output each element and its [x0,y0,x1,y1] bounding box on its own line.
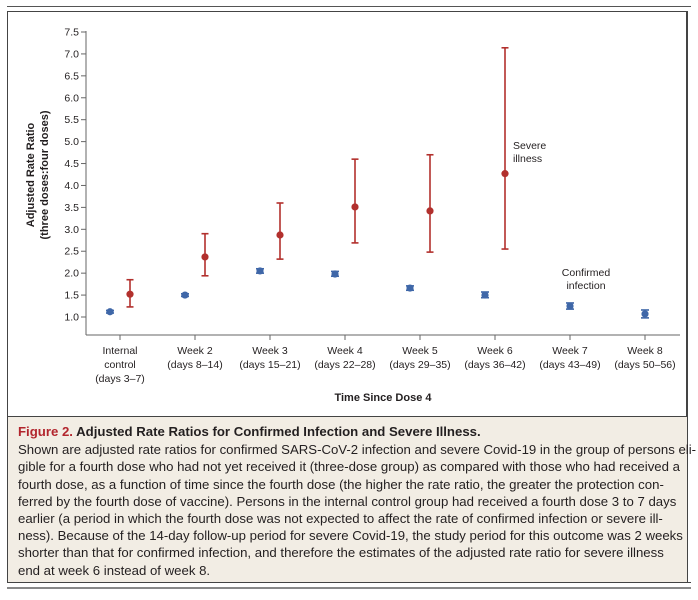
caption-line: earlier (a period in which the fourth do… [18,511,663,527]
x-tick-label: Week 5 [402,345,438,357]
annotation-severe-illness-line2: illness [513,153,542,165]
y-axis: 1.0 1.5 2.0 2.5 3.0 3.5 4.0 4.5 5.0 5.5 6.0 6.5 7.0 7… [64,27,87,335]
caption-line: gible for a fourth dose who had not yet … [18,459,680,475]
data-point [481,291,489,299]
y-tick-label: 5.0 [64,136,79,148]
x-tick-label: Internal [102,345,137,357]
caption-title: Adjusted Rate Ratios for Confirmed Infec… [76,424,481,439]
annotation-confirmed-infection-line1: Confirmed [562,267,611,279]
y-tick-label: 4.0 [64,180,79,192]
caption-line: fourth dose, as a function of time since… [18,476,664,492]
bottom-rule [7,587,691,589]
caption-title-row: Figure 2. Adjusted Rate Ratios for Confi… [18,423,677,440]
x-tick-label: Week 4 [327,345,363,357]
x-tick-label: (days 50–56) [614,359,675,371]
data-point [106,308,114,316]
x-tick-label: (days 15–21) [239,359,300,371]
data-point [276,231,284,239]
x-tick-label: control [104,359,136,371]
x-tick-label: (days 3–7) [95,373,145,385]
x-tick-label: Week 7 [552,345,588,357]
x-tick-label: (days 43–49) [539,359,600,371]
caption-body: Shown are adjusted rate ratios for confi… [18,441,697,579]
y-tick-label: 6.0 [64,92,79,104]
x-axis: Internal control (days 3–7) Week 2 (days 8–1… [86,334,680,385]
series-severe-illness [126,46,509,308]
x-tick-label: Week 3 [252,345,288,357]
chart-marks [106,46,649,319]
caption-line: ferred by the fourth dose of vaccine). P… [18,493,677,509]
data-point [501,170,509,178]
data-point [406,284,414,292]
figure-label: Figure 2. [18,424,73,439]
annotation-severe-illness-line1: Severe [513,140,546,152]
series-confirmed-infection [106,267,649,319]
x-tick-label: Week 8 [627,345,663,357]
figure-caption: Figure 2. Adjusted Rate Ratios for Confi… [8,416,697,582]
y-tick-label: 1.5 [64,290,79,302]
y-axis-title-line1: Adjusted Rate Ratio [25,122,37,227]
y-tick-label: 1.0 [64,312,79,324]
annotation-confirmed-infection-line2: infection [566,280,605,292]
y-tick-label: 5.5 [64,114,79,126]
top-rule [7,6,691,7]
caption-bottom-border [7,582,691,583]
x-tick-label: (days 36–42) [464,359,525,371]
data-point [256,267,264,275]
y-tick-label: 6.5 [64,70,79,82]
caption-line: shorter than that for confirmed infectio… [18,545,664,561]
x-axis-title: Time Since Dose 4 [334,392,432,404]
data-point [426,207,434,215]
data-point [351,203,359,211]
caption-line: ness). Because of the 14-day follow-up p… [18,528,683,544]
x-tick-label: Week 2 [177,345,213,357]
data-point [201,253,209,261]
x-tick-label: (days 8–14) [167,359,222,371]
y-axis-title-line2: (three doses:four doses) [39,110,51,239]
x-tick-label: (days 22–28) [314,359,375,371]
data-point [126,290,134,298]
x-tick-label: (days 29–35) [389,359,450,371]
data-point [641,310,649,318]
caption-line: Shown are adjusted rate ratios for confi… [18,442,697,458]
data-point [181,291,189,299]
y-tick-label: 3.0 [64,224,79,236]
rate-ratio-chart: 1.0 1.5 2.0 2.5 3.0 3.5 4.0 4.5 5.0 5.5 6.0 6.5 7.0 7… [25,27,680,404]
y-tick-label: 2.0 [64,268,79,280]
x-tick-label: Week 6 [477,345,513,357]
data-point [566,302,574,310]
data-point [331,270,339,278]
y-tick-label: 7.0 [64,48,79,60]
caption-line: end at week 6 instead of week 8. [18,562,211,578]
y-tick-label: 4.5 [64,158,79,170]
y-tick-label: 2.5 [64,246,79,258]
y-tick-label: 7.5 [64,27,79,39]
y-tick-label: 3.5 [64,202,79,214]
